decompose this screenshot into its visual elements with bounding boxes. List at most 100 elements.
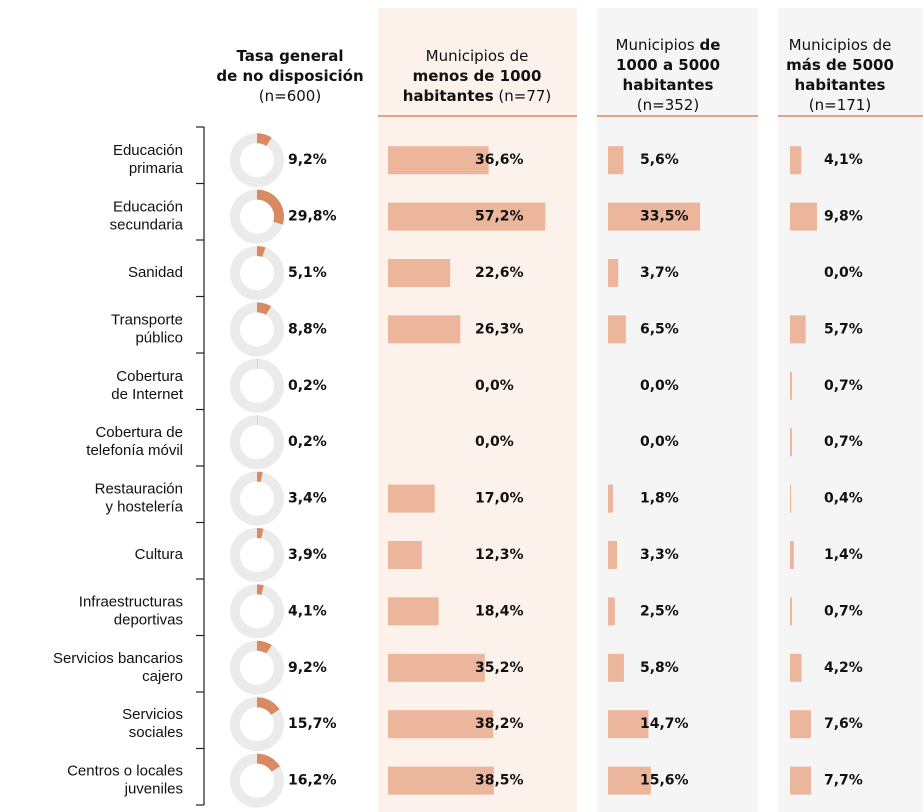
donut-track: [230, 471, 284, 526]
value-label: 22,6%: [475, 265, 524, 281]
category-label: Educación primaria: [113, 142, 184, 177]
column-header: Municipios de 1000 a 5000 habitantes (n=352…: [616, 36, 721, 114]
value-label: 29,8%: [288, 209, 337, 225]
value-label: 9,2%: [288, 660, 327, 676]
bar: [790, 371, 792, 400]
value-label: 15,7%: [288, 716, 337, 732]
value-label: 0,7%: [824, 378, 863, 394]
bar: [388, 653, 485, 682]
header-run: (n=77): [494, 87, 552, 105]
category-line: deportivas: [114, 611, 183, 628]
bar: [790, 597, 792, 626]
header-run: habitantes: [795, 76, 886, 94]
header-run: de: [700, 36, 721, 54]
category-line: cajero: [142, 668, 183, 685]
category-line: Sanidad: [128, 264, 183, 281]
value-label: 8,8%: [288, 321, 327, 337]
value-label: 16,2%: [288, 773, 337, 789]
header-line: (n=171): [809, 96, 871, 114]
value-label: 3,3%: [640, 547, 679, 563]
category-line: juveniles: [124, 781, 183, 798]
category-line: Restauración: [95, 481, 183, 498]
value-label: 9,2%: [288, 152, 327, 168]
value-label: 33,5%: [640, 209, 689, 225]
column-background: [378, 8, 577, 812]
value-label: 5,6%: [640, 152, 679, 168]
category-line: Infraestructuras: [79, 593, 183, 610]
bar: [608, 653, 624, 682]
bar: [790, 146, 802, 175]
donut-segment: [256, 528, 264, 539]
value-label: 2,5%: [640, 603, 679, 619]
value-label: 0,0%: [824, 265, 863, 281]
column-background: [778, 8, 923, 812]
value-label: 26,3%: [475, 321, 524, 337]
category-label: Cobertura de telefonía móvil: [86, 424, 183, 459]
donut-track: [230, 584, 284, 639]
donut-track: [230, 302, 284, 357]
category-line: Centros o locales: [67, 763, 183, 780]
category-line: sociales: [129, 724, 183, 741]
bar: [608, 484, 613, 513]
bar: [608, 541, 618, 569]
category-line: Cultura: [135, 546, 184, 563]
value-label: 15,6%: [640, 773, 689, 789]
value-label: 35,2%: [475, 660, 524, 676]
bar: [790, 766, 812, 795]
bar: [790, 315, 806, 344]
category-line: primaria: [129, 160, 184, 177]
value-label: 1,8%: [640, 491, 679, 507]
donut-segment: [256, 246, 266, 257]
header-run: (n=352): [637, 96, 699, 114]
value-label: 3,7%: [640, 265, 679, 281]
donut-track: [230, 415, 284, 470]
category-line: Cobertura de: [95, 424, 183, 441]
value-label: 4,1%: [288, 603, 327, 619]
header-line: Municipios de: [789, 36, 892, 54]
category-label: Infraestructuras deportivas: [79, 593, 183, 628]
column-header: Tasa general de no disposición (n=600): [216, 47, 363, 105]
bar: [388, 597, 439, 626]
value-label: 5,8%: [640, 660, 679, 676]
category-line: y hostelería: [105, 499, 183, 516]
value-label: 7,6%: [824, 716, 863, 732]
value-label: 36,6%: [475, 152, 524, 168]
value-label: 18,4%: [475, 603, 524, 619]
bar: [388, 315, 461, 344]
category-label: Cultura: [135, 546, 184, 563]
bar: [790, 541, 794, 569]
value-label: 0,0%: [640, 434, 679, 450]
category-label: Transporte público: [111, 311, 183, 346]
bar: [608, 766, 651, 795]
header-run: habitantes: [403, 87, 494, 105]
header-run: menos de 1000: [413, 67, 542, 85]
bar: [388, 766, 494, 795]
bar: [388, 202, 546, 231]
bar: [790, 484, 792, 513]
value-label: 7,7%: [824, 773, 863, 789]
header-line: más de 5000: [786, 56, 894, 74]
donut-segment: [256, 640, 272, 654]
bar: [388, 146, 489, 175]
donut-track: [230, 640, 284, 695]
value-label: 0,7%: [824, 434, 863, 450]
donut-segment: [256, 584, 264, 595]
donut-track: [230, 246, 284, 300]
category-label: Cobertura de Internet: [111, 368, 184, 403]
value-label: 57,2%: [475, 209, 524, 225]
donut-track: [230, 358, 284, 413]
header-run: Tasa general: [236, 47, 343, 65]
donut-segment: [256, 189, 284, 225]
donut-segment: [256, 302, 272, 316]
value-label: 17,0%: [475, 491, 524, 507]
category-line: Educación: [113, 142, 183, 159]
column-background: [597, 8, 758, 812]
value-label: 12,3%: [475, 547, 524, 563]
category-line: público: [135, 329, 183, 346]
header-run: Municipios de: [426, 47, 529, 65]
bar: [790, 710, 811, 739]
header-line: 1000 a 5000: [616, 56, 720, 74]
header-run: Municipios de: [789, 36, 892, 54]
bar: [608, 146, 624, 175]
value-label: 6,5%: [640, 321, 679, 337]
